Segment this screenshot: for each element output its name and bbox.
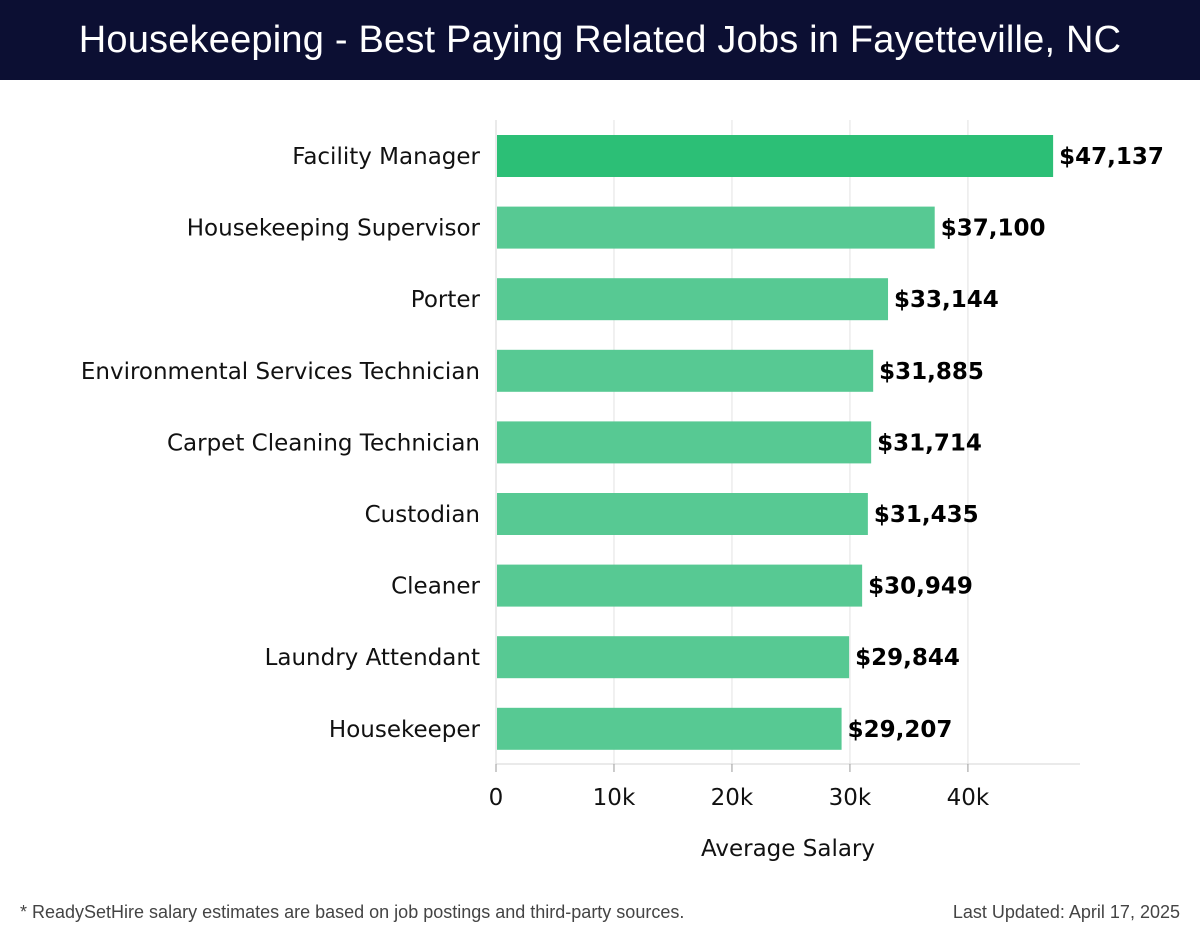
x-tick-label: 40k bbox=[947, 785, 990, 811]
x-tick-label: 10k bbox=[593, 785, 636, 811]
bar bbox=[497, 349, 874, 392]
bar bbox=[497, 135, 1054, 177]
value-label: $33,144 bbox=[894, 287, 999, 313]
x-axis-title: Average Salary bbox=[701, 836, 875, 862]
category-label: Custodian bbox=[365, 502, 480, 528]
category-label: Housekeeping Supervisor bbox=[187, 216, 481, 242]
category-label: Laundry Attendant bbox=[265, 645, 480, 671]
category-label: Housekeeper bbox=[329, 717, 481, 743]
x-tick-label: 30k bbox=[829, 785, 872, 811]
category-label: Carpet Cleaning Technician bbox=[167, 430, 480, 456]
value-label: $31,714 bbox=[877, 430, 982, 456]
value-label: $31,435 bbox=[874, 502, 979, 528]
bar-chart: Facility Manager $47,137 Housekeeping Supe… bbox=[81, 120, 1164, 862]
x-tick-label: 0 bbox=[489, 785, 504, 811]
value-label: $47,137 bbox=[1059, 144, 1164, 170]
page-title: Housekeeping - Best Paying Related Jobs … bbox=[78, 18, 1122, 61]
last-updated: Last Updated: April 17, 2025 bbox=[952, 902, 1180, 922]
bar bbox=[497, 278, 889, 321]
footer-note: * ReadySetHire salary estimates are base… bbox=[20, 902, 685, 922]
category-label: Cleaner bbox=[391, 574, 480, 600]
bar bbox=[497, 493, 868, 535]
value-label: $31,885 bbox=[879, 359, 984, 385]
bar bbox=[497, 206, 935, 249]
bar bbox=[497, 421, 872, 464]
bar bbox=[497, 636, 850, 679]
value-label: $29,844 bbox=[855, 645, 960, 671]
value-label: $30,949 bbox=[868, 574, 973, 600]
x-tick-label: 20k bbox=[711, 785, 754, 811]
category-label: Porter bbox=[411, 287, 481, 313]
bar bbox=[497, 707, 842, 750]
category-label: Environmental Services Technician bbox=[81, 359, 480, 385]
value-label: $29,207 bbox=[848, 717, 953, 743]
value-label: $37,100 bbox=[941, 216, 1046, 242]
bar bbox=[497, 564, 863, 607]
header-banner: Housekeeping - Best Paying Related Jobs … bbox=[0, 0, 1200, 80]
category-label: Facility Manager bbox=[292, 144, 480, 170]
